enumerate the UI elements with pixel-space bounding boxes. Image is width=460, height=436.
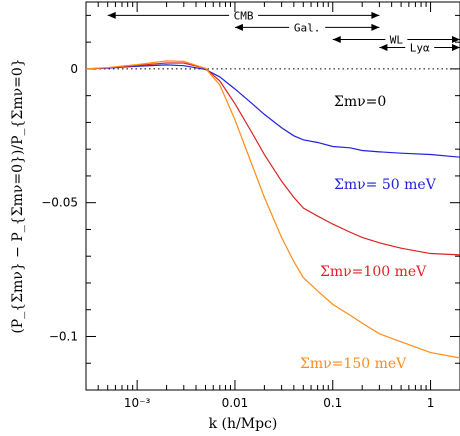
y-tick-label: −0.1: [49, 329, 78, 343]
arrow-right: [371, 23, 380, 31]
series-line-2: [85, 62, 460, 256]
series-label-2: Σmν=100 meV: [320, 264, 427, 280]
x-axis-label: k (h/Mpc): [209, 416, 278, 432]
y-ticks: 0 −0.05 −0.1: [41, 14, 460, 391]
y-axis-label: (P_{Σmν} − P_{Σmν=0})/P_{Σmν=0}: [10, 58, 26, 333]
arrow-right: [371, 11, 380, 19]
range-label-1: Gal.: [294, 21, 321, 34]
plot-frame: [85, 1, 460, 391]
range-arrows: CMB Gal. WL Lyα: [107, 9, 460, 54]
y-tick-label: −0.05: [41, 196, 78, 210]
x-tick-label: 10⁻³: [124, 396, 151, 410]
series-line-1: [85, 64, 460, 158]
x-ticks: 10⁻³ 0.01 0.1 1: [85, 2, 460, 410]
range-label-3: Lyα: [410, 41, 430, 54]
x-tick-label: 0.01: [222, 396, 249, 410]
series-line-3: [85, 60, 460, 359]
arrow-right: [452, 35, 460, 43]
series-labels: Σmν=0 Σmν= 50 meV Σmν=100 meV Σmν=150 meV: [300, 94, 437, 372]
arrow-left: [332, 35, 341, 43]
arrow-right: [452, 43, 460, 51]
arrow-left: [379, 43, 388, 51]
series-label-3: Σmν=150 meV: [300, 356, 407, 372]
range-label-2: WL: [390, 33, 404, 46]
arrow-left: [107, 11, 116, 19]
x-tick-label: 1: [427, 396, 435, 410]
arrow-left: [234, 23, 243, 31]
y-tick-label: 0: [70, 62, 78, 76]
series-lines: [85, 60, 460, 359]
range-label-0: CMB: [234, 9, 254, 22]
series-label-1: Σmν= 50 meV: [334, 177, 437, 193]
series-label-0: Σmν=0: [334, 94, 386, 110]
x-tick-label: 0.1: [323, 396, 342, 410]
